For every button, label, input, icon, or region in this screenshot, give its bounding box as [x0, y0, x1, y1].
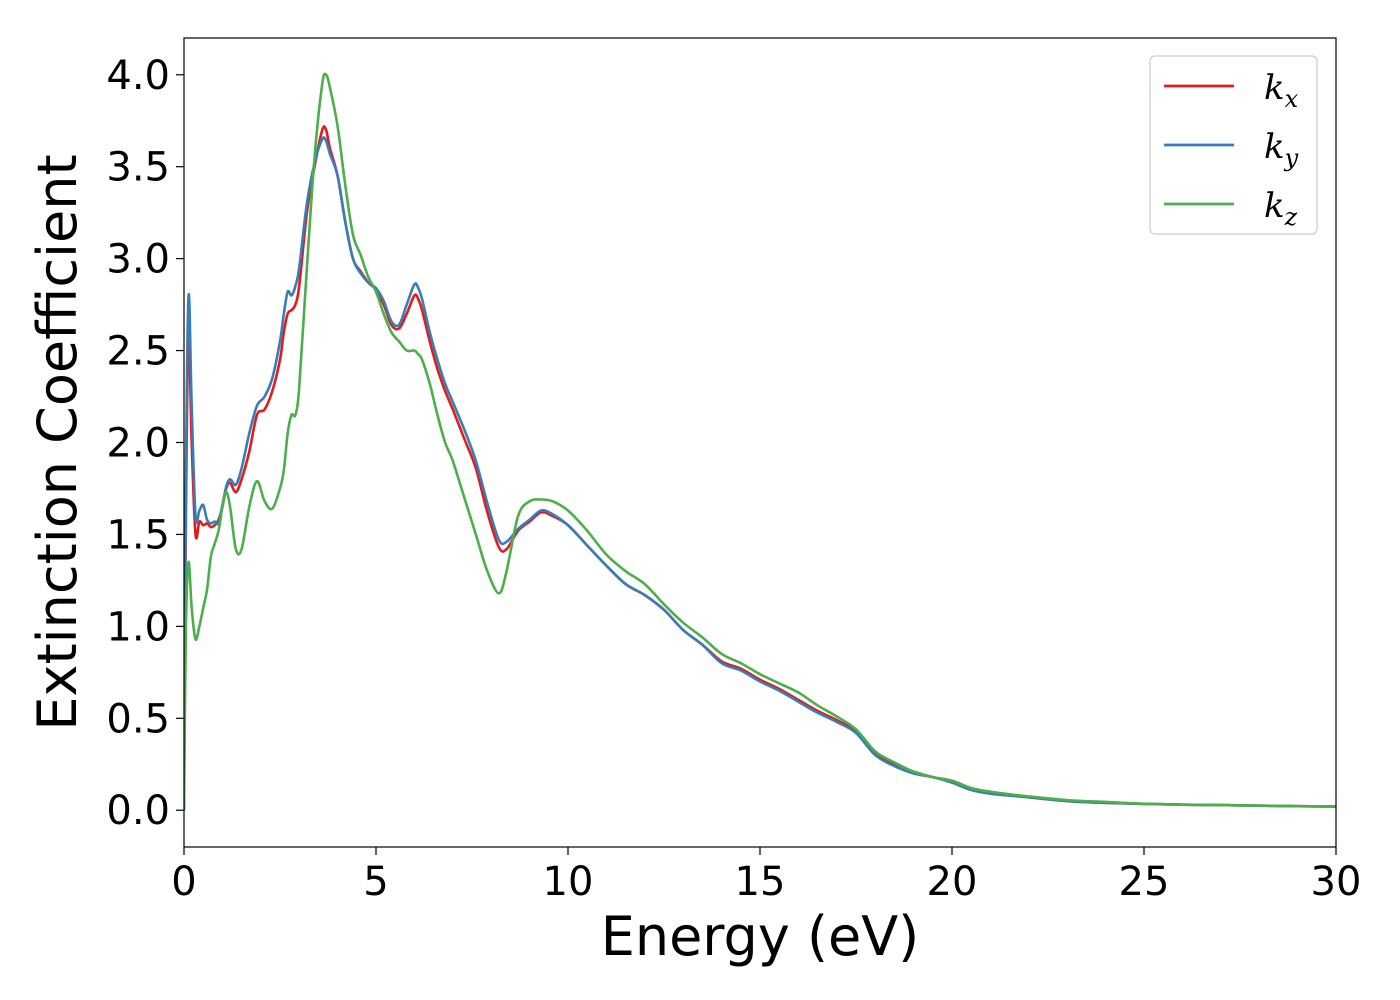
y-tick-label: 3.5	[106, 145, 170, 191]
y-axis-label: Extinction Coefficient	[26, 154, 89, 730]
x-tick-label: 0	[171, 859, 196, 905]
legend-entry-kz: kz	[1264, 186, 1298, 231]
x-tick-label: 5	[363, 859, 388, 905]
x-axis: 0 5 10 15 20 25 30	[171, 847, 1361, 905]
x-tick-label: 15	[735, 859, 786, 905]
y-tick-label: 0.0	[106, 788, 170, 834]
y-axis: 0.0 0.5 1.0 1.5 2.0 2.5 3.0 3.5 4.0	[106, 53, 184, 834]
legend-entry-kx: kx	[1264, 68, 1299, 113]
y-tick-label: 1.0	[106, 604, 170, 650]
y-tick-label: 4.0	[106, 53, 170, 99]
y-tick-label: 3.0	[106, 237, 170, 283]
series-line-ky	[184, 136, 1336, 811]
y-tick-label: 2.5	[106, 329, 170, 375]
x-tick-label: 30	[1311, 859, 1362, 905]
y-tick-label: 2.0	[106, 421, 170, 467]
plot-area	[184, 72, 1336, 811]
x-tick-label: 10	[543, 859, 594, 905]
legend: kx ky kz	[1149, 55, 1318, 235]
x-tick-label: 25	[1119, 859, 1170, 905]
legend-entry-ky: ky	[1264, 127, 1299, 172]
y-tick-label: 1.5	[106, 512, 170, 558]
series-line-kx	[184, 125, 1336, 811]
y-tick-label: 0.5	[106, 696, 170, 742]
x-tick-label: 20	[927, 859, 978, 905]
series-line-kz	[184, 72, 1336, 811]
x-axis-label: Energy (eV)	[601, 905, 920, 968]
